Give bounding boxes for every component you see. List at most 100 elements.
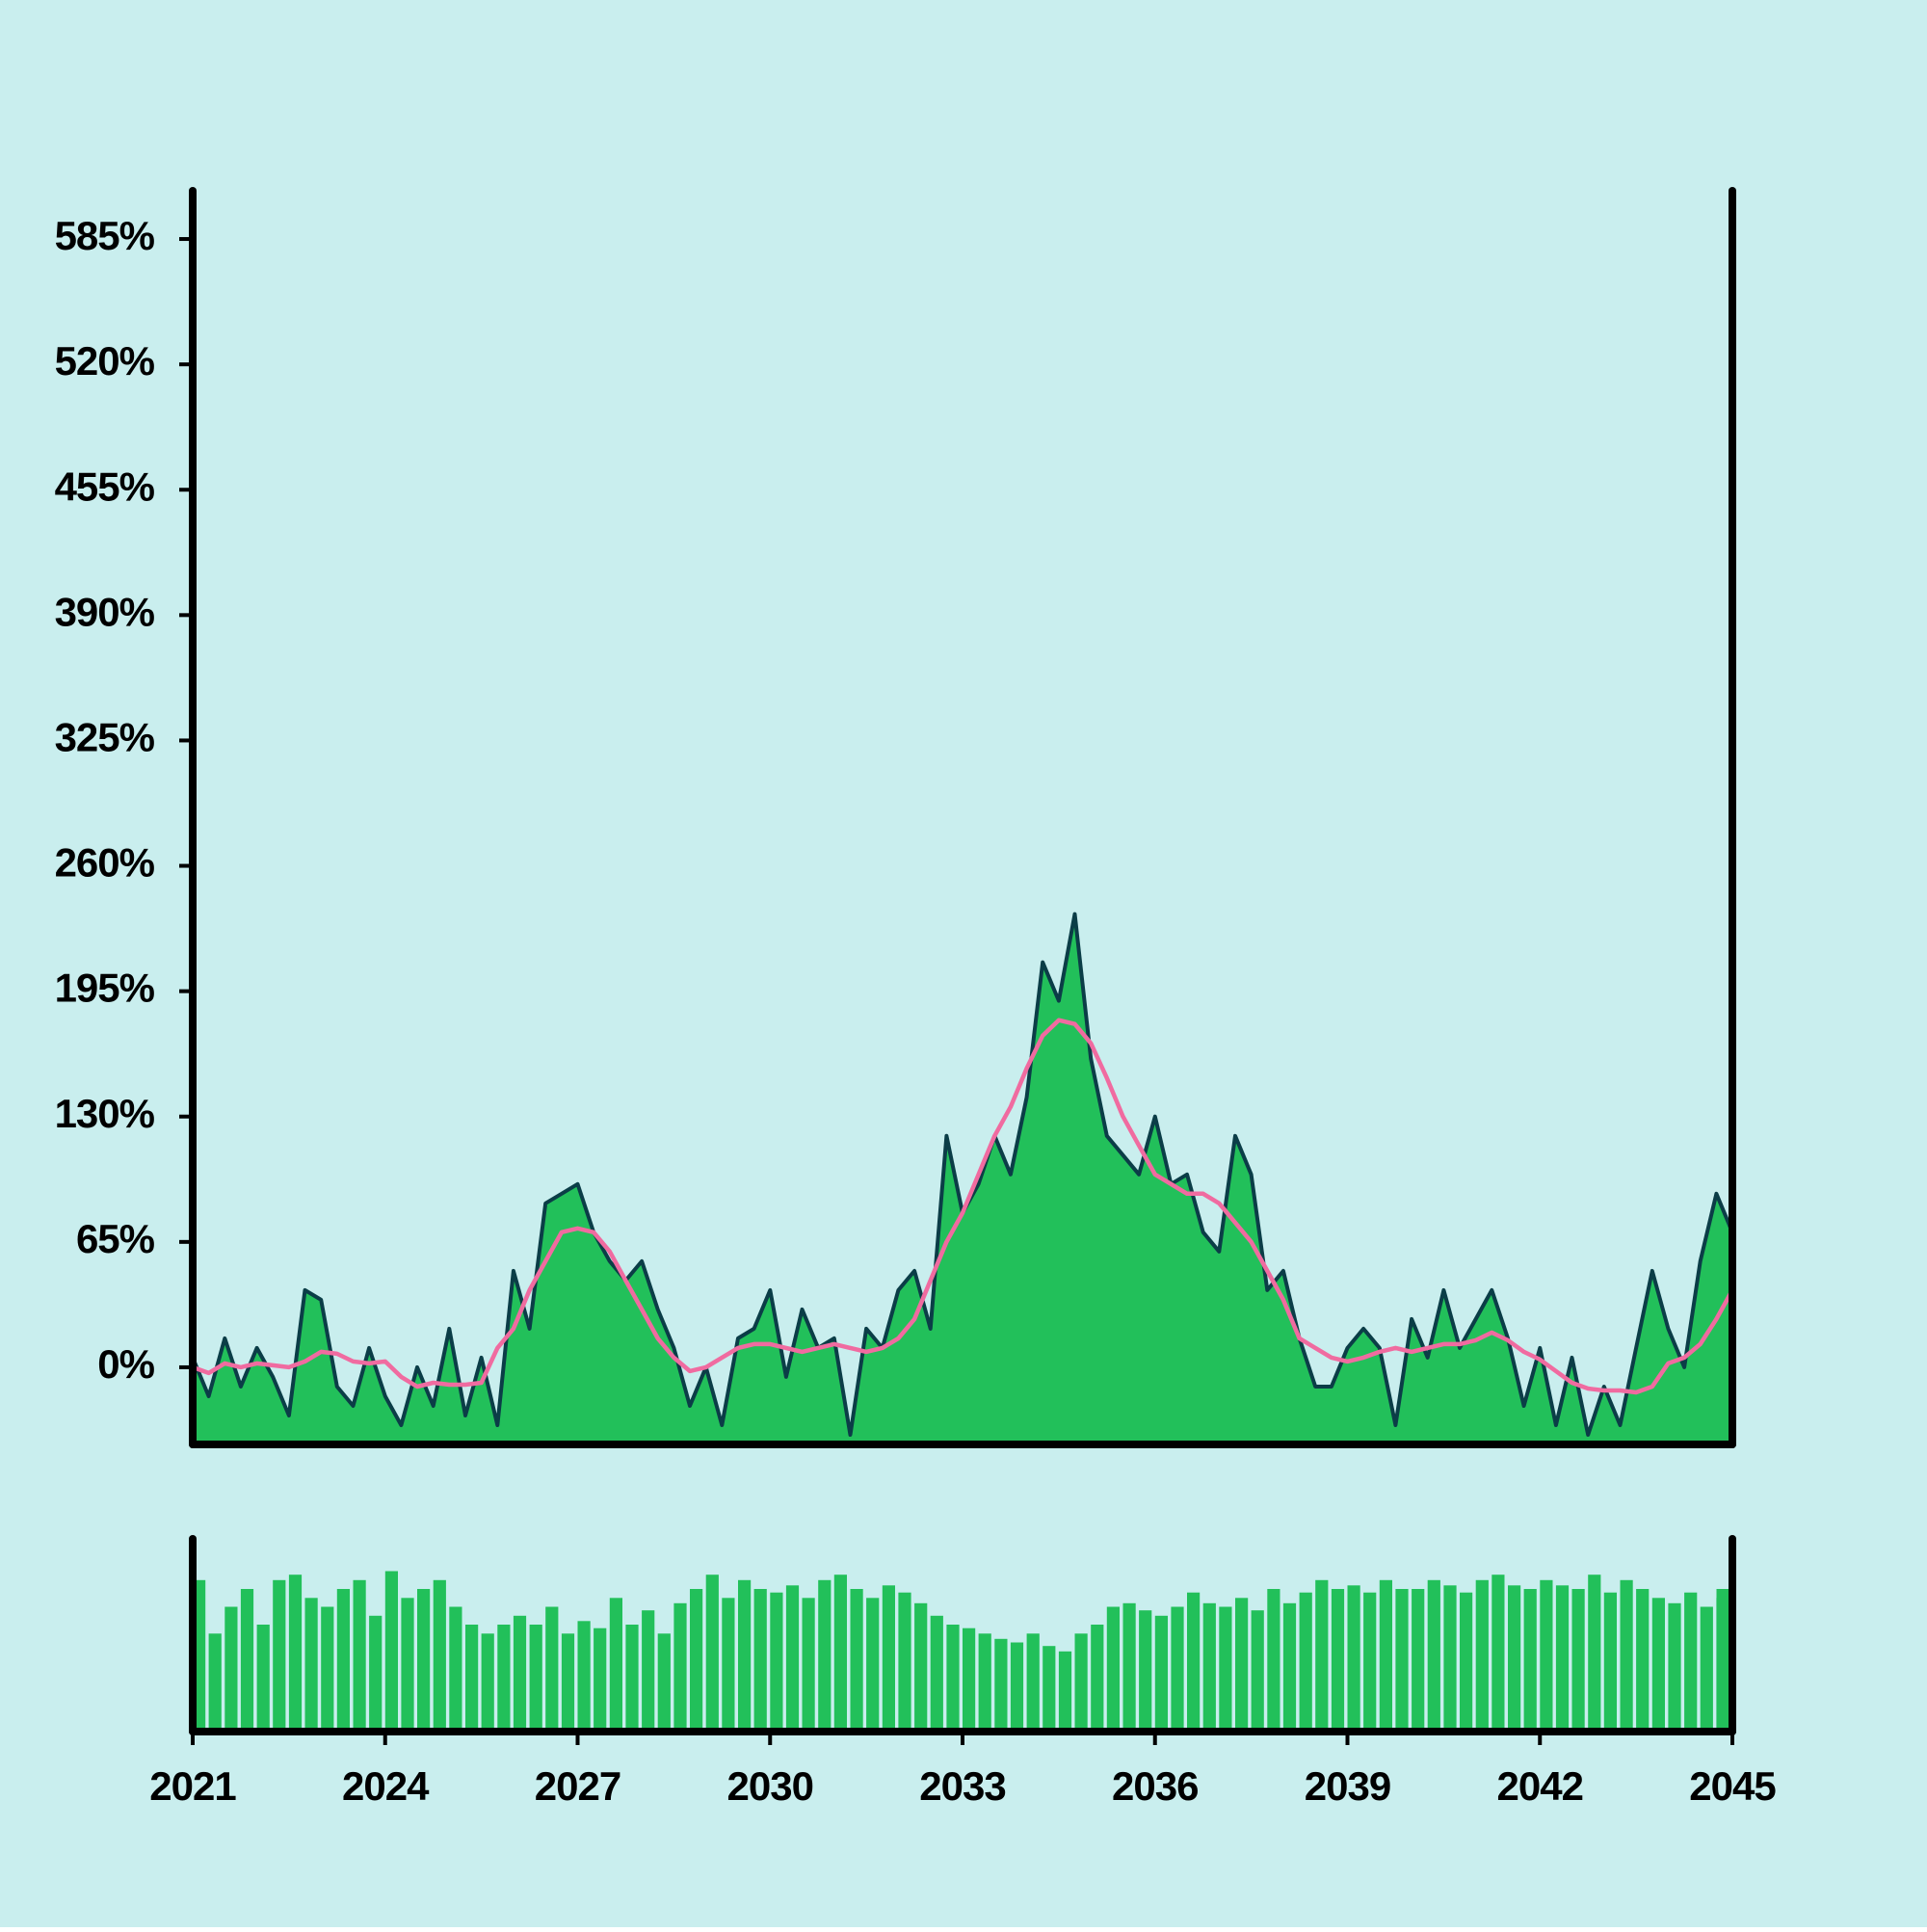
volume-bar [866, 1598, 880, 1733]
volume-bar [833, 1575, 847, 1732]
volume-bar [1571, 1589, 1585, 1732]
volume-bar [818, 1579, 832, 1733]
volume-bar [722, 1598, 735, 1733]
volume-bar [1010, 1642, 1024, 1732]
volume-bar [304, 1598, 318, 1733]
volume-bar [545, 1606, 559, 1732]
volume-bar [609, 1598, 622, 1733]
volume-bar [1684, 1592, 1698, 1732]
volume-bar [705, 1575, 719, 1732]
x-tick-label: 2024 [342, 1763, 430, 1809]
x-tick-label: 2021 [149, 1763, 236, 1809]
volume-bar [449, 1606, 462, 1732]
volume-bar [465, 1625, 479, 1732]
volume-bar [1620, 1579, 1633, 1733]
volume-bar [1491, 1575, 1505, 1732]
volume-bar [1154, 1615, 1168, 1733]
volume-bar [433, 1579, 446, 1733]
volume-bar [497, 1625, 511, 1732]
volume-bar [1588, 1575, 1601, 1732]
volume-bar [353, 1579, 366, 1733]
volume-bar [273, 1579, 286, 1733]
volume-bar [1363, 1592, 1377, 1732]
volume-bar [401, 1598, 414, 1733]
volume-bar [256, 1625, 270, 1732]
volume-bar [1202, 1602, 1216, 1732]
volume-bar [994, 1638, 1008, 1732]
volume-bar [1508, 1585, 1521, 1732]
volume-bar [1523, 1589, 1537, 1732]
x-tick-label: 2036 [1112, 1763, 1198, 1809]
y-tick-label: 520% [55, 338, 155, 384]
x-tick-label: 2039 [1305, 1763, 1390, 1809]
volume-bar [1187, 1592, 1201, 1732]
volume-bar [529, 1625, 542, 1732]
area [193, 913, 1732, 1444]
y-tick-label: 260% [55, 840, 155, 886]
volume-bar [914, 1602, 928, 1732]
volume-bar [1139, 1610, 1152, 1732]
volume-bar [1668, 1602, 1681, 1732]
volume-bar [1412, 1589, 1425, 1732]
volume-bar [321, 1606, 334, 1732]
volume-bar [1267, 1589, 1280, 1732]
volume-bar [753, 1589, 767, 1732]
volume-bar [1475, 1579, 1489, 1733]
plot-area [193, 912, 1732, 1444]
volume-bar [1122, 1602, 1136, 1732]
volume-bar [1603, 1592, 1617, 1732]
volume-bar [882, 1585, 895, 1732]
volume-bar [690, 1589, 703, 1732]
moving-average-line [193, 1018, 1732, 1395]
volume-bar [1058, 1651, 1072, 1733]
volume-bar [946, 1625, 960, 1732]
volume-bar [513, 1615, 527, 1733]
volume-bar [898, 1592, 911, 1732]
y-tick-label: 585% [55, 213, 155, 258]
volume-bar [1636, 1589, 1650, 1732]
volume-bar [1171, 1606, 1184, 1732]
y-tick-label: 390% [55, 589, 155, 634]
x-tick-label: 2033 [919, 1763, 1005, 1809]
volume-bar [770, 1592, 783, 1732]
x-tick-label: 2030 [727, 1763, 813, 1809]
volume-bar [1074, 1633, 1088, 1733]
volume-bar [224, 1606, 238, 1732]
volume-bar [1026, 1633, 1040, 1733]
volume-bar [1379, 1579, 1392, 1733]
volume-bar [1540, 1579, 1553, 1733]
volume-bar [963, 1628, 976, 1732]
volume-bar [1555, 1585, 1570, 1732]
volume-bar [1282, 1602, 1297, 1732]
x-tick-label: 2042 [1497, 1763, 1583, 1809]
volume-bar [336, 1589, 350, 1732]
volume-bar [369, 1615, 383, 1733]
volume-bar [481, 1633, 494, 1733]
volume-bar [978, 1633, 991, 1733]
volume-bar [1395, 1589, 1409, 1732]
volume-bar [930, 1615, 943, 1733]
volume-bar [1251, 1610, 1264, 1732]
volume-bar [802, 1598, 815, 1733]
volume-bar [288, 1575, 303, 1732]
volume-bar [1106, 1606, 1120, 1732]
volume-bar [625, 1625, 639, 1732]
y-tick-label: 455% [55, 463, 155, 509]
volume-bar [738, 1579, 752, 1733]
x-tick-label: 2045 [1689, 1763, 1776, 1809]
volume-bar [1219, 1606, 1232, 1732]
volume-bar [850, 1589, 863, 1732]
volume-bar [1043, 1646, 1056, 1732]
y-tick-label: 195% [55, 966, 155, 1011]
x-tick-label: 2027 [535, 1763, 620, 1809]
volume-bar [1716, 1589, 1729, 1732]
volume-bar [1331, 1589, 1345, 1732]
volume-bar [657, 1633, 671, 1733]
volume-bar [1315, 1579, 1329, 1733]
volume-bar [417, 1589, 431, 1732]
volume-bar [642, 1610, 655, 1732]
volume-bar [785, 1585, 800, 1732]
volume-bar [561, 1633, 575, 1733]
volume-bar [384, 1571, 398, 1732]
